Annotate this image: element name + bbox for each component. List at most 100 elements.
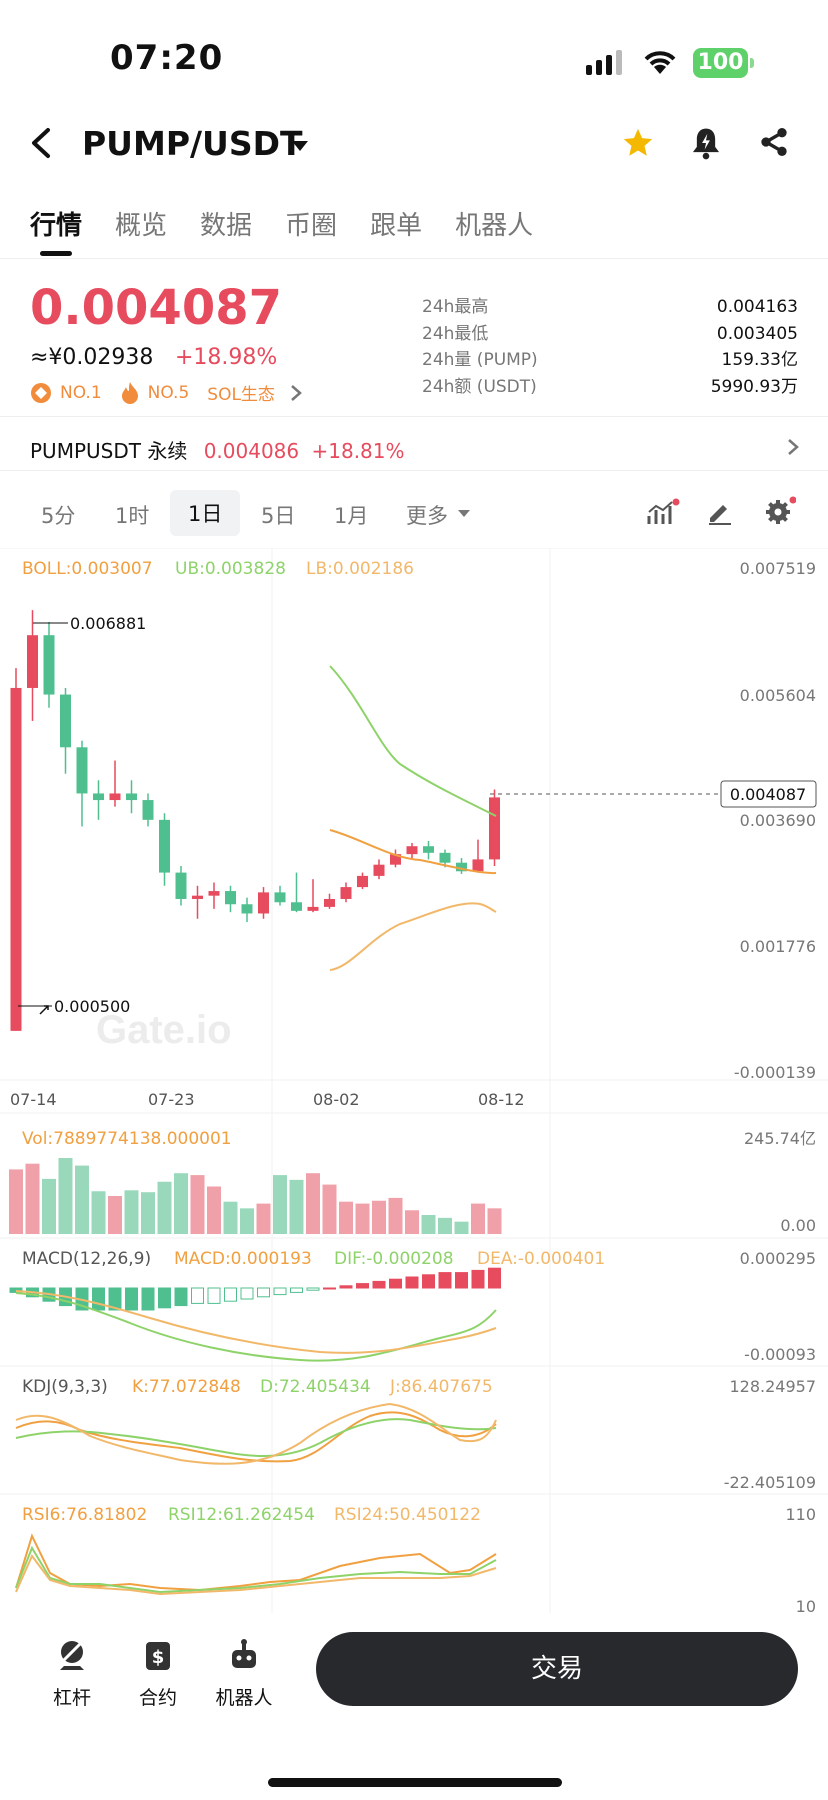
interval-1d[interactable]: 1日 xyxy=(170,490,241,536)
hot-badge[interactable]: NO.5 xyxy=(120,381,189,405)
volume-bar xyxy=(223,1201,238,1234)
candle-body xyxy=(258,892,269,914)
perpetual-name: PUMPUSDT 永续 xyxy=(30,439,188,463)
volume-bar xyxy=(91,1191,106,1234)
draw-tool-icon[interactable] xyxy=(706,498,734,526)
candle-body xyxy=(439,852,451,863)
volume-bar xyxy=(124,1190,139,1234)
candle-body xyxy=(109,793,121,801)
leverage-icon xyxy=(60,1641,84,1670)
candle-body xyxy=(192,895,203,899)
price-alert-icon[interactable] xyxy=(690,126,722,164)
expand-icon[interactable] xyxy=(39,1005,49,1015)
tab-copy-trade[interactable]: 跟单 xyxy=(370,211,423,241)
candle-body xyxy=(489,797,500,860)
kline-chart[interactable]: Gate.io BOLL:0.003007 UB:0.003828 LB:0.0… xyxy=(0,548,828,1613)
rsi6-label: RSI6:76.81802 xyxy=(22,1505,147,1525)
pair-title[interactable]: PUMP/USDT xyxy=(82,124,303,163)
chevron-down-icon[interactable] xyxy=(458,510,470,518)
candle-body xyxy=(472,859,484,872)
interval-1mo[interactable]: 1月 xyxy=(334,504,369,528)
boll-bands xyxy=(329,665,497,971)
stat-volume-value: 159.33亿 xyxy=(721,350,798,370)
macd-dea-line xyxy=(15,1290,497,1354)
stat-turnover-value: 5990.93万 xyxy=(710,376,798,397)
volume-bar xyxy=(207,1186,221,1234)
current-price-tag-label: 0.004087 xyxy=(730,785,806,804)
interval-1h[interactable]: 1时 xyxy=(115,504,150,528)
boll-ub-line xyxy=(329,665,497,817)
candle-body xyxy=(406,846,418,855)
tab-circle[interactable]: 币圈 xyxy=(285,211,338,241)
interval-more[interactable]: 更多 xyxy=(406,504,448,528)
macd-bar xyxy=(191,1287,204,1304)
stat-volume-label: 24h量 (PUMP) xyxy=(422,350,538,370)
volume-bar xyxy=(273,1175,287,1234)
volume-bar xyxy=(42,1178,56,1234)
grid xyxy=(0,548,828,1613)
settings-gear-icon[interactable] xyxy=(764,496,796,526)
last-price: 0.004087 xyxy=(30,280,283,336)
y-tick-label: 0.005604 xyxy=(740,686,816,705)
watermark: Gate.io xyxy=(96,1008,232,1052)
volume-bar xyxy=(157,1181,172,1234)
chevron-right-icon xyxy=(291,384,302,401)
current-price-tag xyxy=(720,780,817,808)
macd-bar xyxy=(290,1287,303,1293)
volume-bar xyxy=(9,1169,23,1234)
divider xyxy=(0,416,828,417)
kdj-max-label: 128.24957 xyxy=(729,1377,816,1396)
caret-down-icon[interactable] xyxy=(292,138,308,157)
share-icon[interactable] xyxy=(758,126,790,162)
macd-bar xyxy=(306,1287,320,1291)
kdj-j: J:86.407675 xyxy=(389,1377,493,1397)
macd-bar xyxy=(9,1287,23,1293)
back-icon[interactable] xyxy=(28,126,54,164)
volume-bar xyxy=(108,1196,122,1234)
star-icon[interactable] xyxy=(620,126,656,164)
candle-body xyxy=(357,875,368,888)
rank-badge[interactable]: NO.1 xyxy=(30,382,102,404)
rsi24-line xyxy=(15,1554,497,1596)
x-tick-label: 07-23 xyxy=(148,1090,195,1109)
volume-bar xyxy=(190,1175,205,1234)
tab-data[interactable]: 数据 xyxy=(200,211,253,241)
kdj-d-line xyxy=(15,1418,497,1457)
perpetual-price: 0.004086 xyxy=(203,439,300,463)
kdj-d: D:72.405434 xyxy=(260,1377,371,1397)
tab-overview[interactable]: 概览 xyxy=(115,211,168,241)
stat-turnover-label: 24h额 (USDT) xyxy=(422,376,537,397)
boll-lb-line xyxy=(329,902,497,971)
macd-bar xyxy=(257,1287,270,1298)
indicator-icon[interactable] xyxy=(646,498,680,528)
price-change: +18.98% xyxy=(175,345,278,370)
stat-low-value: 0.003405 xyxy=(716,323,798,344)
volume-bar xyxy=(388,1197,403,1234)
interval-5m[interactable]: 5分 xyxy=(41,504,76,528)
high-marker-label: 0.006881 xyxy=(70,614,146,633)
candle-body xyxy=(225,891,236,905)
volume-bar xyxy=(471,1203,485,1234)
tab-bot[interactable]: 机器人 xyxy=(455,211,534,241)
tab-market[interactable]: 行情 xyxy=(30,211,83,241)
macd-bar xyxy=(488,1267,501,1289)
interval-5d[interactable]: 5日 xyxy=(261,504,296,528)
perpetual-row[interactable]: PUMPUSDT 永续 0.004086 +18.81% xyxy=(30,435,800,464)
rank-icon xyxy=(31,382,51,403)
macd-bar xyxy=(240,1287,254,1300)
nav-futures[interactable]: $ 合约 xyxy=(118,1638,198,1710)
candle-body xyxy=(274,892,286,903)
candles xyxy=(10,610,500,1031)
macd-bar xyxy=(207,1287,221,1304)
candle-body xyxy=(307,906,319,911)
y-tick-label: 0.007519 xyxy=(740,559,816,578)
macd-bar xyxy=(389,1278,402,1289)
rsi-max-label: 110 xyxy=(785,1505,816,1524)
nav-leverage[interactable]: 杠杆 xyxy=(32,1638,112,1710)
trade-button[interactable]: 交易 xyxy=(316,1632,798,1706)
kdj-j-line xyxy=(15,1402,497,1465)
volume-bar xyxy=(339,1201,353,1234)
volume-bar xyxy=(174,1173,188,1234)
ecosystem-badge[interactable]: SOL生态 xyxy=(207,380,303,405)
nav-bot[interactable]: 机器人 xyxy=(204,1638,284,1710)
